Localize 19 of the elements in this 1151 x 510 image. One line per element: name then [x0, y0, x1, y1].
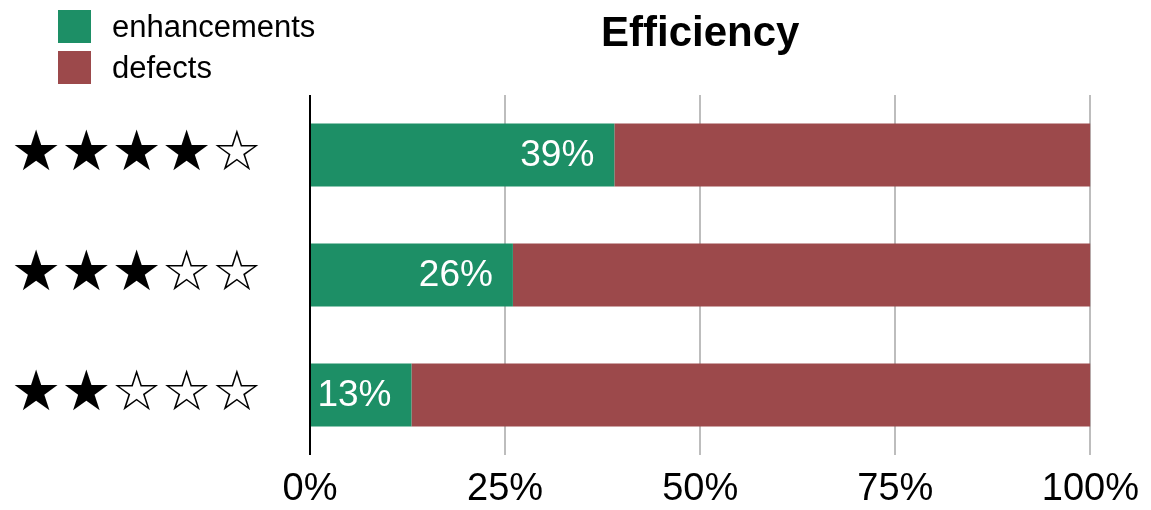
bar [411, 363, 1091, 427]
x-tick-label: 50% [662, 466, 739, 509]
bar [614, 123, 1091, 187]
data-label: 13% [317, 373, 392, 415]
legend-label: defects [112, 50, 212, 85]
data-label: 26% [418, 253, 493, 295]
y-tick-label: ★★★☆☆ [10, 237, 262, 303]
bar [311, 243, 513, 307]
bar [512, 243, 1091, 307]
x-tick-label: 0% [282, 466, 338, 509]
x-tick-label: 75% [857, 466, 934, 509]
chart-title: Efficiency [600, 7, 801, 55]
data-label: 39% [520, 133, 595, 175]
legend-label: enhancements [112, 9, 316, 44]
bar [311, 123, 615, 187]
x-tick-label: 100% [1041, 466, 1140, 509]
y-tick-label: ★★☆☆☆ [10, 357, 262, 423]
y-tick-label: ★★★★☆ [10, 117, 262, 183]
x-tick-label: 25% [467, 466, 544, 509]
